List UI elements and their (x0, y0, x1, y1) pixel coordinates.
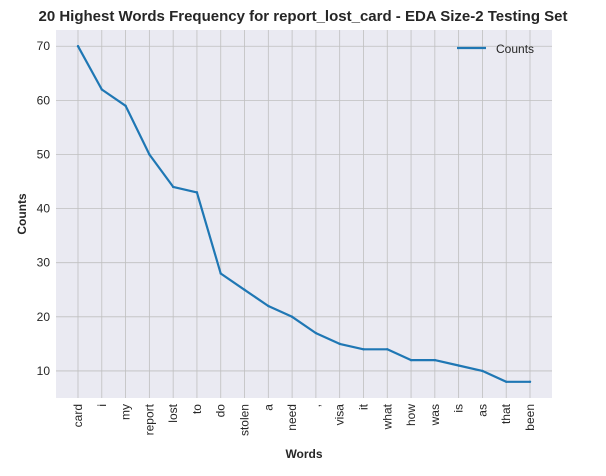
x-tick-label: card (71, 404, 85, 427)
data-point (76, 45, 80, 48)
y-tick-label: 50 (37, 147, 51, 161)
legend: Counts (457, 42, 534, 56)
x-tick-label: as (475, 404, 489, 417)
x-tick-label: what (380, 403, 394, 430)
data-point (528, 380, 532, 383)
y-tick-label: 20 (37, 310, 51, 324)
data-point (314, 331, 318, 335)
x-axis-ticks: card i my report lost to do stolen a need, visa it w… (71, 403, 537, 436)
y-axis-ticks: 10 20 30 40 50 60 70 (37, 39, 51, 378)
data-point (243, 288, 246, 291)
legend-label-counts: Counts (496, 42, 534, 56)
x-tick-label: to (190, 404, 204, 414)
series-line-counts (76, 45, 532, 383)
data-point (409, 358, 413, 362)
data-point (124, 104, 127, 107)
y-tick-label: 40 (37, 202, 51, 216)
x-tick-label: is (452, 404, 466, 413)
x-tick-label: i (95, 404, 109, 407)
data-point (267, 304, 270, 308)
y-tick-label: 30 (37, 256, 51, 270)
data-point (219, 272, 222, 275)
data-point (290, 315, 294, 319)
data-point (195, 191, 199, 194)
data-point (148, 153, 151, 156)
data-point (338, 342, 341, 346)
data-point (362, 348, 365, 351)
x-tick-label: lost (166, 403, 180, 422)
x-tick-label: been (523, 404, 537, 431)
y-tick-label: 10 (37, 364, 51, 378)
chart-title: 20 Highest Words Frequency for report_lo… (38, 8, 567, 25)
x-tick-label: how (404, 404, 418, 426)
x-tick-label: do (214, 404, 228, 418)
grid-lines (56, 30, 552, 398)
data-point (505, 380, 508, 383)
x-tick-label: a (261, 404, 275, 411)
x-tick-label: that (499, 403, 513, 424)
data-point (433, 358, 437, 362)
x-axis-label: Words (285, 447, 322, 461)
data-point (386, 348, 389, 351)
x-tick-label: my (119, 404, 133, 420)
y-axis-label: Counts (15, 193, 29, 235)
data-point (100, 88, 103, 91)
data-point (457, 364, 460, 367)
y-tick-label: 70 (37, 39, 51, 53)
series-layer (76, 45, 532, 383)
x-tick-label: it (356, 403, 370, 410)
data-point (171, 185, 175, 189)
plot-area (56, 30, 552, 398)
x-tick-label: stolen (238, 404, 252, 436)
x-tick-label: , (309, 404, 323, 407)
x-tick-label: need (285, 404, 299, 431)
x-tick-label: report (142, 403, 156, 435)
data-point (481, 369, 484, 373)
x-tick-label: was (428, 404, 442, 426)
y-tick-label: 60 (37, 93, 51, 107)
x-tick-label: visa (333, 404, 347, 426)
